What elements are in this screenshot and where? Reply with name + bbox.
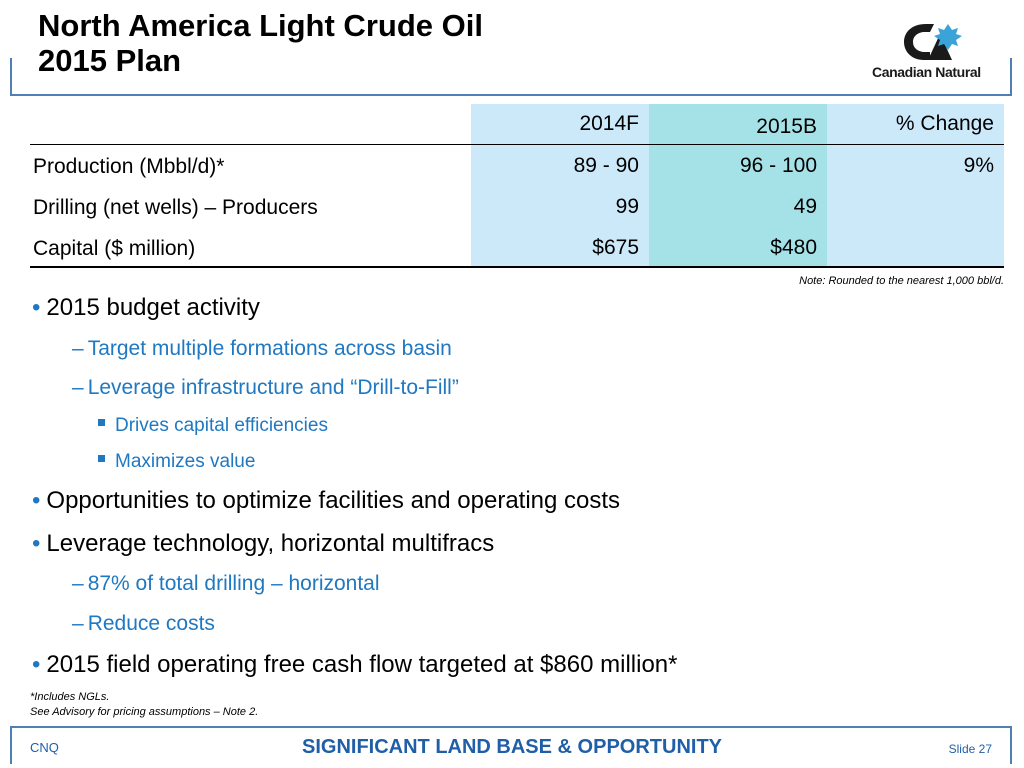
footnotes: *Includes NGLs. See Advisory for pricing… [30,690,258,720]
cell-2014f: $675 [471,227,649,268]
bullet-level2: –87% of total drilling – horizontal [72,572,380,596]
title-line-2: 2015 Plan [38,43,182,78]
bullet-level3: Drives capital efficiencies [98,415,328,437]
header-change: % Change [827,104,1004,145]
cell-2015b: $480 [649,227,827,268]
bullet-level1: • 2015 field operating free cash flow tar… [32,651,677,679]
row-label: Capital ($ million) [33,237,196,260]
cell-change [827,227,1004,268]
bullet-level2: – Target multiple formations across basin [72,337,452,361]
cell-change [827,186,1004,227]
slide-number: Slide 27 [948,742,992,756]
dash-icon: – [72,612,84,635]
bullet-level2: – Leverage infrastructure and “Drill-to-F… [72,376,459,400]
footnote-2: See Advisory for pricing assumptions – N… [30,706,259,718]
footnote-1: *Includes NGLs. [30,691,110,703]
bullet-dot-icon: • [32,487,41,514]
bullet-level1: • 2015 budget activity [32,294,260,322]
table-note: Note: Rounded to the nearest 1,000 bbl/d… [799,275,1004,287]
bullet-level3: Maximizes value [98,451,255,473]
dash-icon: – [72,572,84,595]
row-label: Production (Mbbl/d)* [33,155,225,178]
header-2015b: 2015B [649,104,827,145]
header-2014f: 2014F [471,104,649,145]
cell-2015b: 49 [649,186,827,227]
square-bullet-icon [98,419,105,427]
bullet-level1: • Opportunities to optimize facilities an… [32,487,620,515]
dash-icon: – [72,376,84,399]
bullet-text: Leverage technology, horizontal multifra… [46,530,495,557]
bullet-text: 2015 field operating free cash flow targ… [46,651,678,678]
table-header-row: 2014F 2015B % Change [30,104,1004,145]
header-bracket [10,58,1012,96]
bullet-text: Reduce costs [87,612,215,635]
square-bullet-icon [98,455,105,463]
dash-icon: – [72,337,84,360]
bullet-level2: – Reduce costs [72,612,215,636]
cell-2014f: 99 [471,186,649,227]
bullet-dot-icon: • [32,651,41,678]
bullet-text: Maximizes value [115,451,256,472]
table-row: Production (Mbbl/d)* 89 - 90 96 - 100 9% [30,145,1004,186]
bullet-text: 87% of total drilling – horizontal [87,572,380,595]
bullet-level1: • Leverage technology, horizontal multifr… [32,530,494,558]
cell-change: 9% [827,145,1004,186]
bullet-dot-icon: • [32,530,41,557]
footer-tagline: SIGNIFICANT LAND BASE & OPPORTUNITY [301,736,722,758]
company-logo: Canadian Natural [868,20,998,86]
bullet-text: Leverage infrastructure and “Drill-to-Fi… [87,376,459,399]
table-bottom-rule [30,266,1004,268]
table-header-rule [30,144,1004,145]
bullet-dot-icon: • [32,294,41,321]
data-table: 2014F 2015B % Change Production (Mbbl/d)… [30,104,1004,268]
table-row: Drilling (net wells) – Producers 99 49 [30,186,1004,227]
bullet-text: 2015 budget activity [46,294,260,321]
slide-title: North America Light Crude Oil 2015 Plan [38,8,483,78]
canadian-natural-logo-icon [904,24,962,60]
footer-ticker: CNQ [30,740,59,755]
table-row: Capital ($ million) $675 $480 [30,227,1004,268]
bullet-text: Drives capital efficiencies [115,415,328,436]
cell-2015b: 96 - 100 [649,145,827,186]
title-line-1: North America Light Crude Oil [38,8,483,43]
footer-bracket [10,726,1012,764]
bullet-text: Opportunities to optimize facilities and… [46,487,621,514]
cell-2014f: 89 - 90 [471,145,649,186]
bullet-text: Target multiple formations across basin [87,337,452,360]
row-label: Drilling (net wells) – Producers [33,196,318,219]
logo-text: Canadian Natural [872,64,981,80]
